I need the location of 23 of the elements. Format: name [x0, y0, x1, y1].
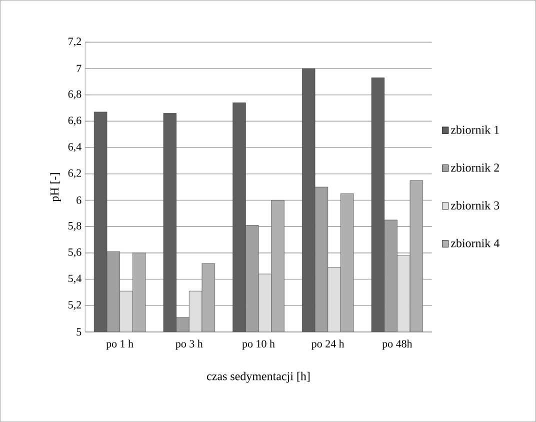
y-tick-label: 5,8: [68, 222, 82, 232]
y-tick-label: 7: [76, 64, 82, 72]
y-tick-label: 7,2: [68, 38, 81, 47]
y-tick-label: 6,6: [68, 116, 82, 126]
y-tick-label: 6: [76, 196, 82, 204]
legend-label: zbiornik 4: [450, 238, 500, 248]
x-tick-label: po 48h: [382, 340, 412, 350]
y-tick-label: 5,4: [68, 274, 82, 284]
y-tick-label: 6,2: [68, 169, 81, 178]
y-tick-label: 5: [76, 328, 82, 336]
y-tick-label: 6,4: [68, 143, 82, 152]
y-tick-label: 5,6: [68, 248, 82, 258]
legend-label: zbiornik 1: [450, 125, 499, 134]
y-axis-title: pH [-]: [50, 173, 62, 202]
x-axis-title: czas sedymentacji [h]: [207, 372, 310, 383]
x-tick-label: po 24 h: [312, 340, 344, 350]
legend-label: zbiornik 2: [450, 163, 499, 172]
x-tick-label: po 1 h: [106, 340, 134, 350]
x-tick-label: po 3 h: [176, 340, 203, 350]
x-tick-label: po 10 h: [242, 340, 275, 350]
y-tick-label: 5,2: [68, 301, 81, 310]
y-tick-label: 6,8: [68, 90, 82, 100]
legend-label: zbiornik 3: [450, 201, 500, 210]
